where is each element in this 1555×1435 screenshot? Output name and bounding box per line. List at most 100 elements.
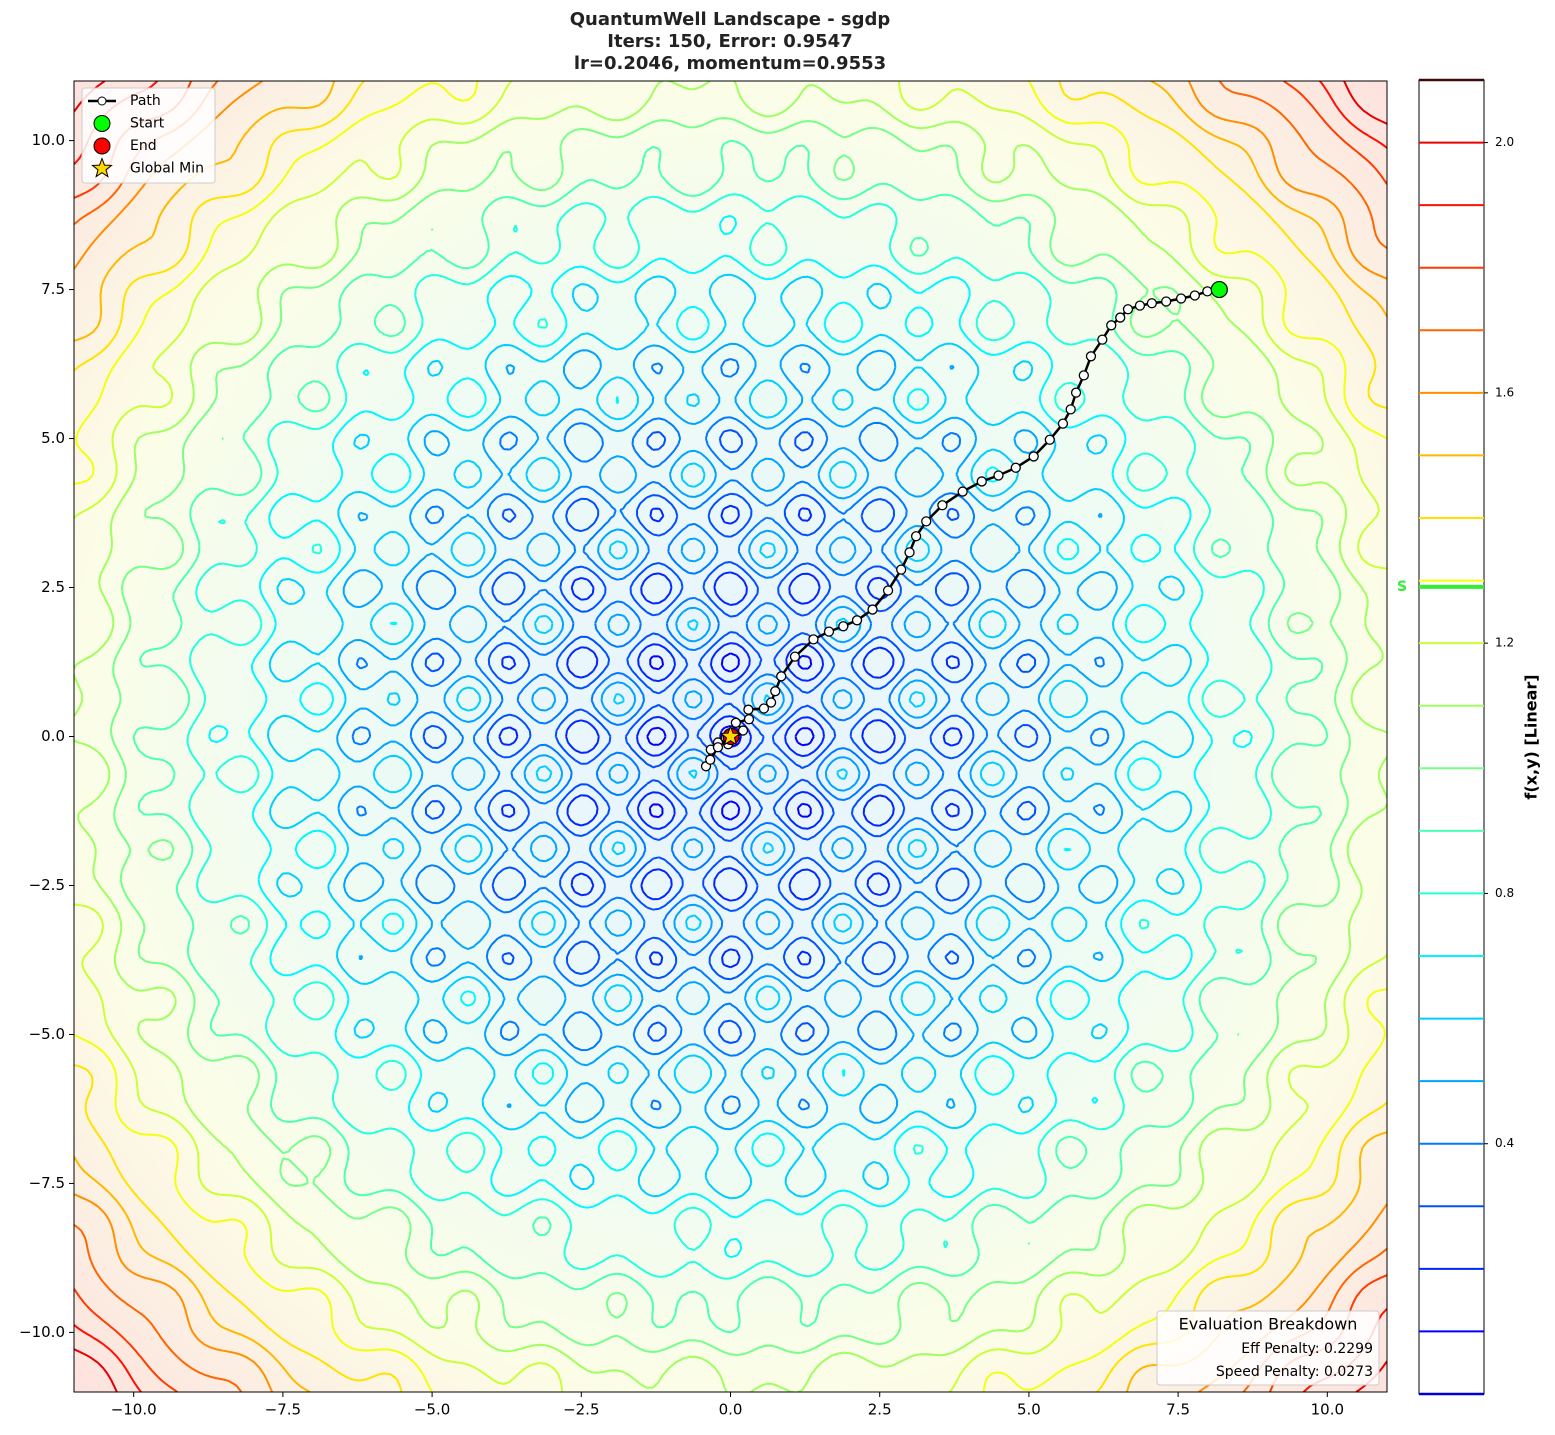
x-tick-label: −10.0 — [111, 1401, 157, 1419]
path-point — [808, 634, 819, 645]
path-point — [896, 564, 907, 575]
contour-line — [74, 81, 1387, 1392]
path-point — [1146, 298, 1158, 309]
contours — [74, 81, 1387, 1392]
path-point — [765, 697, 777, 708]
path-point — [776, 671, 787, 682]
path-point — [993, 470, 1004, 481]
x-tick-label: −7.5 — [265, 1401, 301, 1419]
chart-title: Iters: 150, Error: 0.9547 — [607, 31, 852, 52]
contour-line — [74, 81, 1387, 1392]
contour-line — [646, 652, 815, 821]
contour-line — [498, 504, 963, 969]
annotation-box — [1156, 1310, 1380, 1386]
contour-line — [208, 214, 1253, 1259]
path-point — [1106, 320, 1117, 331]
legend-label: Global Min — [130, 161, 204, 177]
path-point — [1161, 296, 1172, 307]
path-point — [823, 626, 835, 637]
path-point — [957, 486, 968, 497]
path-point — [1122, 304, 1134, 315]
path-point — [904, 547, 915, 558]
path-point — [1085, 351, 1097, 362]
x-tick-label: −5.0 — [414, 1401, 450, 1419]
legend-swatch — [93, 137, 111, 155]
x-tick-label: 7.5 — [1166, 1401, 1190, 1419]
path-point — [1078, 370, 1089, 381]
path-point — [705, 754, 716, 765]
contour-line — [132, 139, 1329, 1334]
contour-line — [186, 193, 1275, 1280]
path-point — [730, 717, 742, 728]
x-tick-label: 5.0 — [1017, 1401, 1041, 1419]
contour-line — [74, 81, 1387, 1392]
path-point — [1097, 334, 1108, 345]
annotation-line: Eff Penalty: 0.2299 — [1241, 1341, 1373, 1357]
path-point — [1044, 434, 1055, 445]
legend-label: Start — [130, 116, 165, 132]
path-point — [737, 725, 749, 736]
path-point — [1028, 451, 1039, 462]
colorbar-frame — [1418, 79, 1485, 1395]
path-point — [1010, 462, 1021, 473]
path-point — [976, 476, 987, 487]
contour-line — [74, 81, 1387, 1392]
colorbar-tick-label: 2.0 — [1495, 135, 1514, 149]
contour-line — [74, 81, 1387, 1392]
path-point — [758, 703, 770, 714]
y-tick-label: −2.5 — [29, 876, 65, 894]
path-point — [1115, 312, 1126, 323]
path-point — [743, 704, 754, 715]
annotation-title: Evaluation Breakdown — [1179, 1315, 1358, 1334]
annotation-line: Speed Penalty: 0.0273 — [1216, 1364, 1373, 1380]
contour-line — [110, 117, 1351, 1356]
y-tick-label: 5.0 — [41, 429, 65, 447]
y-tick-label: −5.0 — [29, 1025, 65, 1043]
contour-line — [74, 81, 1387, 1392]
y-tick-label: 2.5 — [41, 578, 65, 596]
path-point — [789, 651, 801, 662]
contour-line — [267, 273, 1194, 1200]
colorbar-tick-label: 0.8 — [1495, 886, 1514, 900]
colorbar-start-label: S — [1397, 579, 1407, 595]
path-point — [1134, 300, 1146, 311]
chart-title: QuantumWell Landscape - sgdp — [570, 9, 891, 30]
path-point — [921, 516, 932, 527]
colorbar-label: f(x,y) [Linear] — [1522, 674, 1541, 799]
legend-swatch — [97, 96, 107, 106]
colorbar-tick-label: 1.6 — [1495, 385, 1514, 399]
y-tick-label: −10.0 — [19, 1323, 65, 1341]
legend-label: End — [130, 138, 157, 154]
y-tick-label: 0.0 — [41, 727, 65, 745]
x-tick-label: 10.0 — [1311, 1401, 1344, 1419]
path-point — [1057, 418, 1069, 429]
contour-line — [336, 342, 1125, 1131]
path-point — [910, 531, 922, 542]
y-tick-label: −7.5 — [29, 1174, 65, 1192]
x-tick-label: 2.5 — [868, 1401, 892, 1419]
x-tick-label: 0.0 — [719, 1401, 743, 1419]
y-tick-label: 7.5 — [41, 280, 65, 298]
path-point — [851, 615, 863, 626]
chart-title: lr=0.2046, momentum=0.9553 — [574, 53, 886, 74]
path-point — [770, 686, 781, 697]
path-point — [882, 585, 894, 596]
path-point — [743, 714, 755, 725]
colorbar-tick-label: 0.4 — [1495, 1136, 1514, 1150]
path-point — [867, 604, 878, 615]
path-point — [937, 500, 948, 511]
x-tick-label: −2.5 — [563, 1401, 599, 1419]
colorbar-tick-label: 1.2 — [1495, 636, 1514, 650]
path-point — [1175, 293, 1187, 304]
legend-swatch — [91, 157, 113, 178]
legend-swatch — [93, 115, 111, 132]
start-marker — [1210, 280, 1228, 299]
y-tick-label: 10.0 — [32, 131, 65, 149]
legend-box — [81, 87, 216, 184]
path-point — [1189, 290, 1200, 301]
global-min-marker — [719, 725, 742, 746]
path-point — [838, 621, 849, 632]
path-point — [1070, 387, 1082, 398]
legend-label: Path — [130, 93, 161, 109]
